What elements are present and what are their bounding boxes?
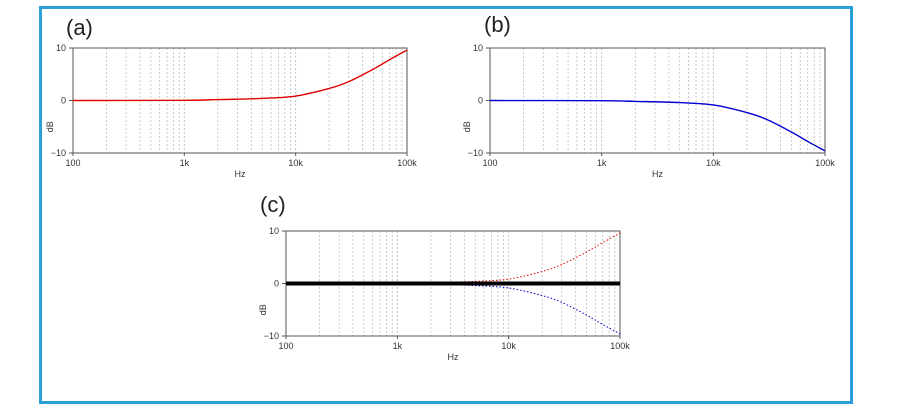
x-tick-label: 100 xyxy=(278,341,293,351)
y-tick-label: 10 xyxy=(473,43,483,53)
x-axis-label: Hz xyxy=(235,169,246,179)
x-tick-label: 10k xyxy=(288,158,303,168)
y-tick-label: −10 xyxy=(51,148,66,158)
y-tick-label: 0 xyxy=(274,279,279,289)
x-tick-label: 10k xyxy=(501,341,516,351)
x-axis-label: Hz xyxy=(652,169,663,179)
x-tick-label: 100 xyxy=(65,158,80,168)
y-axis-label: dB xyxy=(462,121,472,132)
x-tick-label: 100k xyxy=(397,158,417,168)
x-tick-label: 100k xyxy=(610,341,630,351)
x-tick-label: 10k xyxy=(706,158,721,168)
y-tick-label: 10 xyxy=(56,43,66,53)
panel-label: (a) xyxy=(66,15,93,40)
y-axis-label: dB xyxy=(258,304,268,315)
figure-frame xyxy=(39,6,853,404)
panel-label: (b) xyxy=(484,12,511,37)
x-tick-label: 100k xyxy=(815,158,835,168)
series-line xyxy=(489,99,826,152)
y-tick-label: −10 xyxy=(264,331,279,341)
y-tick-label: 0 xyxy=(61,96,66,106)
x-tick-label: 100 xyxy=(482,158,497,168)
x-tick-label: 1k xyxy=(180,158,190,168)
series-line xyxy=(72,49,408,102)
x-tick-label: 1k xyxy=(597,158,607,168)
y-tick-label: −10 xyxy=(468,148,483,158)
x-tick-label: 1k xyxy=(393,341,403,351)
y-axis-label: dB xyxy=(45,121,55,132)
y-tick-label: 0 xyxy=(478,96,483,106)
x-axis-label: Hz xyxy=(448,352,459,362)
series-line xyxy=(285,283,621,335)
y-tick-label: 10 xyxy=(269,226,279,236)
panel-label: (c) xyxy=(260,192,286,217)
series-line xyxy=(285,232,621,284)
